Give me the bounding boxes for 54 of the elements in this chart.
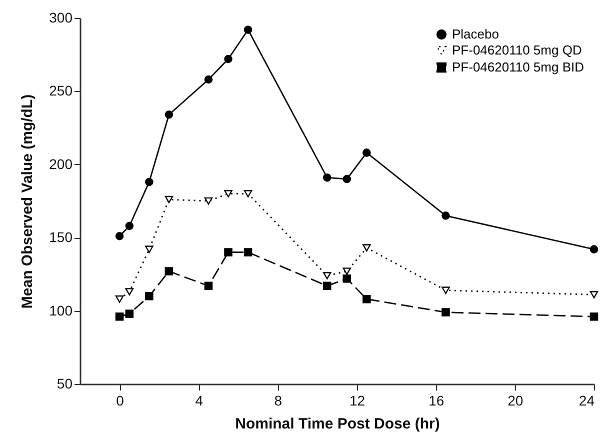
point <box>362 148 371 157</box>
point <box>125 310 134 318</box>
point <box>204 282 213 290</box>
point <box>590 245 598 254</box>
point <box>322 282 332 290</box>
y-tick-label: 300 <box>49 10 73 26</box>
legend-label: Placebo <box>452 26 499 42</box>
y-tick-label: 150 <box>49 229 73 246</box>
point <box>442 308 450 316</box>
point <box>342 274 352 283</box>
point <box>442 212 450 220</box>
x-tick-label: 4 <box>195 392 204 408</box>
point <box>590 312 598 321</box>
point <box>145 246 154 253</box>
y-axis-title: Mean Observed Value (mg/dL) <box>19 94 36 309</box>
x-tick-label: 20 <box>508 392 524 408</box>
point <box>125 222 134 230</box>
point <box>244 190 252 198</box>
point <box>342 268 352 275</box>
point <box>244 248 252 256</box>
point <box>224 248 232 256</box>
point <box>362 244 371 252</box>
point <box>224 54 232 64</box>
y-tick-label: 50 <box>56 376 73 392</box>
point <box>125 288 134 296</box>
point <box>115 312 124 321</box>
point <box>115 295 124 303</box>
point <box>244 26 252 34</box>
point <box>322 272 332 280</box>
x-tick-label: 8 <box>274 392 282 408</box>
point <box>442 286 450 294</box>
point <box>115 232 124 240</box>
point <box>224 190 232 198</box>
legend-label: PF-04620110 5mg QD <box>452 42 582 58</box>
point <box>590 291 598 298</box>
point <box>145 178 154 186</box>
point <box>204 197 213 205</box>
legend-label: PF-04620110 5mg BID <box>452 60 584 74</box>
point <box>164 267 174 276</box>
y-tick-label: 100 <box>49 302 73 318</box>
y-tick-label: 250 <box>49 82 73 99</box>
point <box>342 174 352 184</box>
x-tick-label: 12 <box>349 392 366 408</box>
point <box>164 110 174 119</box>
point <box>145 292 154 300</box>
y-tick-label: 200 <box>49 156 73 172</box>
point <box>362 294 371 304</box>
x-axis-title: Nominal Time Post Dose (hr) <box>235 416 440 432</box>
x-tick-label: 24 <box>578 392 595 408</box>
point <box>164 196 174 204</box>
x-tick-label: 16 <box>428 392 444 408</box>
x-tick-label: 0 <box>116 392 124 408</box>
point <box>204 75 213 84</box>
point <box>322 173 332 182</box>
